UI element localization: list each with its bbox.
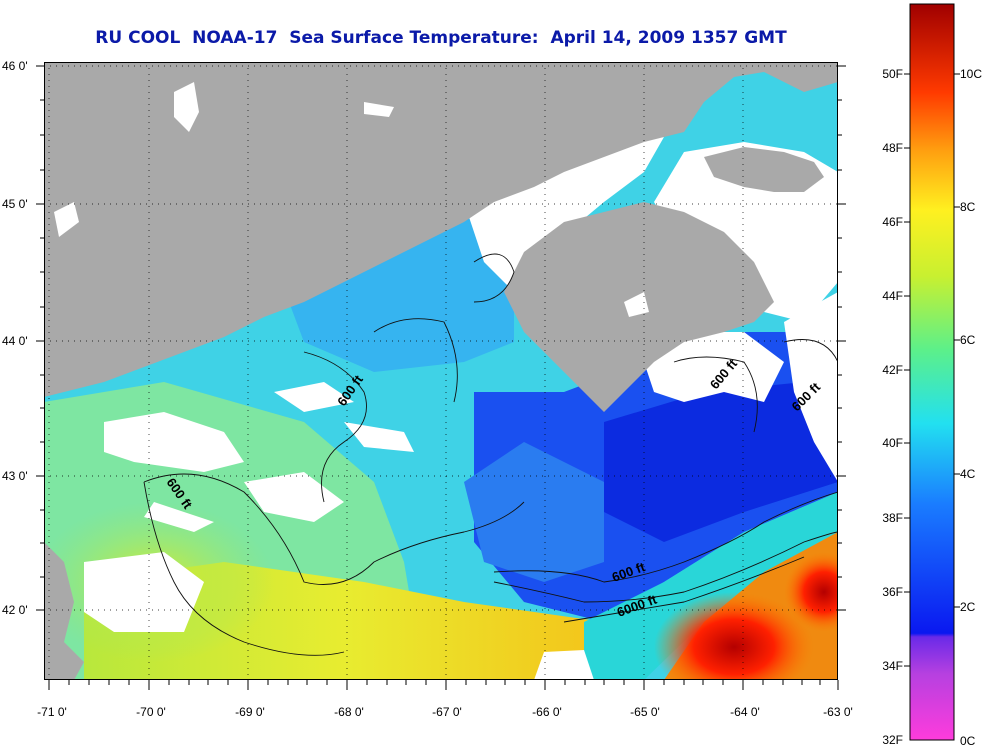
cloud-over-land (54, 82, 649, 317)
cbar-f-50: 50F (882, 67, 903, 81)
colorbar-ticks (904, 73, 960, 667)
ocean-blue-deep (604, 382, 838, 542)
lat-label-46: 46 0' (2, 59, 28, 73)
cbar-f-32: 32F (882, 733, 903, 747)
lon-label-70: -70 0' (136, 705, 166, 719)
cbar-f-42: 42F (882, 363, 903, 377)
bathymetry-contours (143, 253, 838, 656)
lon-labels: -71 0' -70 0' -69 0' -68 0' -67 0' -66 0… (37, 705, 853, 719)
lon-label-67: -67 0' (432, 705, 462, 719)
cbar-f-48: 48F (882, 141, 903, 155)
ocean-slope-cyan (584, 492, 838, 680)
cbar-f-34: 34F (882, 659, 903, 673)
cbar-c-8: 8C (960, 200, 976, 214)
lon-label-68: -68 0' (334, 705, 364, 719)
cbar-f-44: 44F (882, 289, 903, 303)
colorbar-f-labels: 50F 48F 46F 44F 42F 40F 38F 36F 34F 32F (882, 67, 903, 747)
ocean-gulfstream-hot-2 (784, 552, 838, 632)
lat-label-42: 42 0' (2, 603, 28, 617)
cbar-f-38: 38F (882, 511, 903, 525)
lat-labels: 46 0' 45 0' 44 0' 43 0' 42 0' (2, 59, 28, 617)
lat-label-44: 44 0' (2, 334, 28, 348)
lat-label-45: 45 0' (2, 197, 28, 211)
colorbar-c-labels: 10C 8C 6C 4C 2C 0C (960, 67, 982, 748)
lon-label-63: -63 0' (823, 705, 853, 719)
lon-label-71: -71 0' (37, 705, 67, 719)
cbar-f-40: 40F (882, 436, 903, 450)
graticule (44, 62, 838, 680)
sst-map: 600 ft 600 ft 600 ft 600 ft 600 ft 6000 … (44, 62, 838, 680)
lon-label-64: -64 0' (730, 705, 760, 719)
cbar-c-2: 2C (960, 600, 976, 614)
ocean-blue-mid (464, 442, 604, 582)
lon-label-66: -66 0' (532, 705, 562, 719)
lat-label-43: 43 0' (2, 469, 28, 483)
lon-label-69: -69 0' (235, 705, 265, 719)
lat-ticks (36, 65, 846, 611)
colorbar (909, 3, 955, 741)
cbar-f-46: 46F (882, 215, 903, 229)
cbar-f-36: 36F (882, 585, 903, 599)
lon-ticks (48, 680, 839, 690)
ocean-gulfstream-hot (654, 592, 814, 680)
map-title: RU COOL NOAA-17 Sea Surface Temperature:… (95, 28, 787, 48)
cbar-c-6: 6C (960, 333, 976, 347)
cbar-c-4: 4C (960, 467, 976, 481)
cbar-c-0: 0C (960, 734, 976, 748)
cbar-c-10: 10C (960, 67, 982, 81)
lon-label-65: -65 0' (630, 705, 660, 719)
